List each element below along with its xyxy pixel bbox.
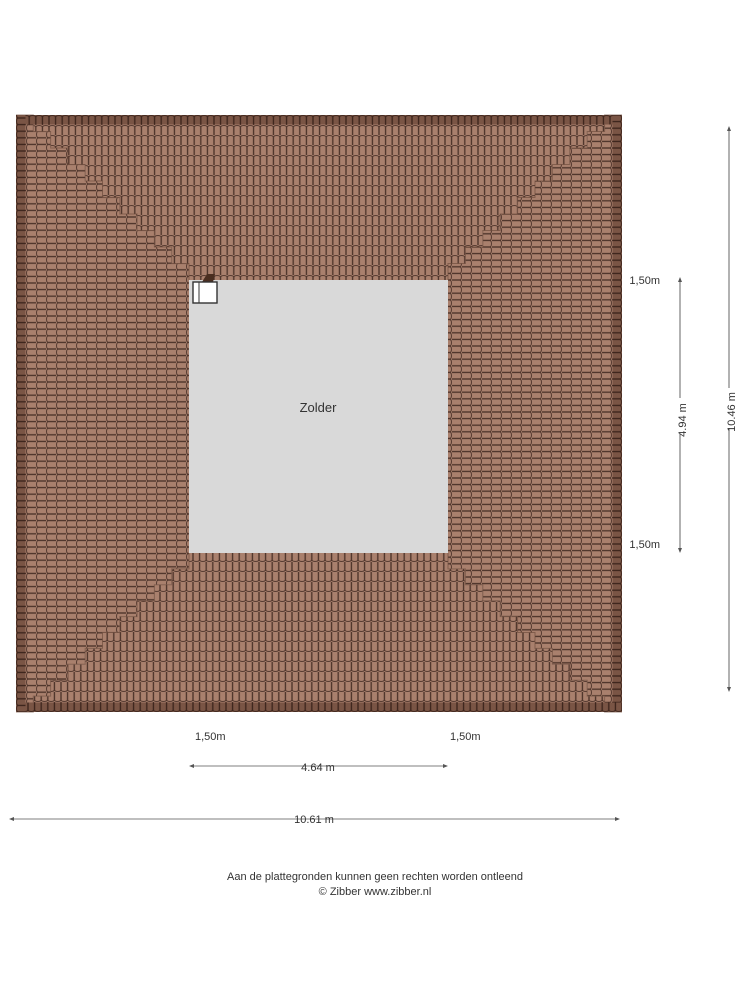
svg-text:4.94 m: 4.94 m bbox=[677, 403, 689, 437]
svg-text:Aan de plattegronden kunnen ge: Aan de plattegronden kunnen geen rechten… bbox=[227, 871, 523, 883]
svg-text:1,50m: 1,50m bbox=[629, 275, 660, 287]
svg-text:4.64 m: 4.64 m bbox=[301, 762, 335, 774]
svg-text:Zolder: Zolder bbox=[300, 400, 338, 415]
svg-text:1,50m: 1,50m bbox=[450, 731, 481, 743]
svg-text:1,50m: 1,50m bbox=[195, 731, 226, 743]
svg-text:1,50m: 1,50m bbox=[629, 539, 660, 551]
svg-text:© Zibber www.zibber.nl: © Zibber www.zibber.nl bbox=[319, 886, 432, 898]
svg-text:10.61 m: 10.61 m bbox=[294, 814, 334, 826]
svg-text:10.46 m: 10.46 m bbox=[726, 392, 738, 432]
